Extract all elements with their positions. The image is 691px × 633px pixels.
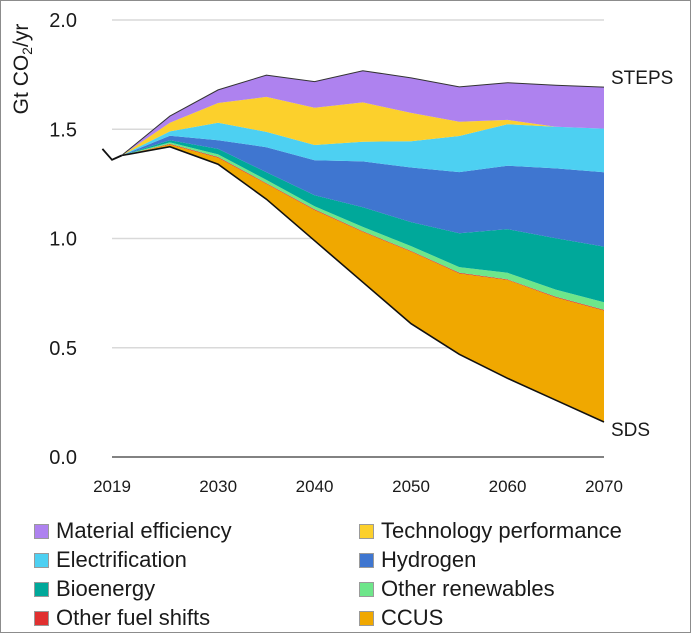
area-hydrogen [112,135,604,247]
legend-label: Other fuel shifts [56,605,211,630]
legend-label: CCUS [381,605,444,630]
historical-line [101,148,122,161]
legend-label: Electrification [56,547,187,572]
area-other-renewables [112,142,604,310]
legend-swatch [34,581,49,597]
legend-swatch [359,610,374,626]
area-ccus [112,144,604,422]
y-tick-label: 2.0 [49,10,77,32]
y-tick-label: 0.5 [49,338,77,360]
legend-swatch [34,552,49,568]
legend-swatch [359,581,374,597]
x-tick-label: 2040 [296,477,334,496]
legend-swatch [359,523,374,539]
y-tick-label: 1.5 [49,119,77,141]
steps-label: STEPS [611,68,673,89]
legend-item: Other fuel shifts [34,604,359,632]
x-tick-label: 2070 [585,477,623,496]
legend-item: Technology performance [359,517,679,545]
chart-legend: Material efficiency Technology performanc… [34,517,684,632]
legend-item: CCUS [359,604,679,632]
legend-swatch [34,523,49,539]
y-axis-title: Gt CO2/yr [10,24,35,115]
legend-label: Technology performance [381,518,622,543]
chart-svg: 0.0 0.5 1.0 1.5 2.0 2019 2030 2040 2050 2060 2070 G… [10,10,673,496]
legend-item: Material efficiency [34,517,359,545]
x-tick-label: 2019 [93,477,131,496]
y-tick-label: 1.0 [49,229,77,251]
legend-item: Electrification [34,546,359,574]
area-electrification [112,122,604,173]
legend-swatch [359,552,374,568]
legend-label: Hydrogen [381,547,477,572]
legend-label: Bioenergy [56,576,156,601]
area-bioenergy [112,140,604,303]
legend-item: Bioenergy [34,575,359,603]
legend-label: Other renewables [381,576,555,601]
steps-line [111,70,605,161]
legend-label: Material efficiency [56,518,232,543]
sds-line [111,145,605,423]
legend-item: Hydrogen [359,546,679,574]
y-tick-label: 0.0 [49,447,77,469]
x-tick-label: 2060 [489,477,527,496]
x-tick-label: 2030 [199,477,237,496]
area-material-efficiency [112,70,604,160]
legend-swatch [34,610,49,626]
x-tick-label: 2050 [392,477,430,496]
sds-label: SDS [611,420,650,441]
area-technology-performance [112,96,604,160]
legend-item: Other renewables [359,575,679,603]
